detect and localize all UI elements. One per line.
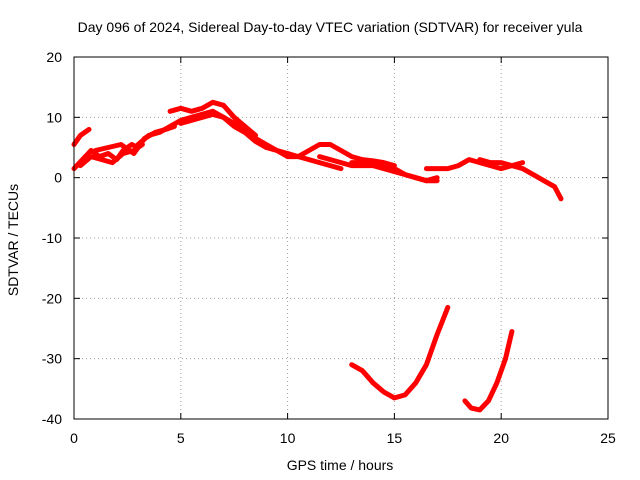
series-prn-h [263,145,344,172]
x-tick-label: 5 [177,430,185,446]
axis-ticks: 0 5 10 15 20 25 -40 -30 -20 -10 0 10 20 [42,49,616,446]
y-tick-label: 20 [46,49,62,65]
x-tick-label: 25 [600,430,616,446]
y-tick-label: 10 [46,109,62,125]
y-tick-label: 0 [54,170,62,186]
x-tick-label: 10 [280,430,296,446]
data-series [71,99,564,413]
y-tick-label: -30 [42,351,62,367]
series-prn-b [71,142,141,172]
y-tick-label: -10 [42,230,62,246]
series-prn-n [349,304,451,401]
series-prn-f [167,99,259,138]
y-tick-label: -20 [42,290,62,306]
series-prn-o [462,329,515,413]
series-prn-l [423,157,526,172]
x-axis-label: GPS time / hours [287,457,394,473]
series-prn-k [349,160,440,184]
x-tick-label: 20 [493,430,509,446]
y-tick-label: -40 [42,411,62,427]
series-prn-m [477,157,564,202]
series-prn-a [71,126,92,147]
x-tick-label: 15 [387,430,403,446]
y-axis-label: SDTVAR / TECUs [5,184,21,296]
x-tick-label: 0 [70,430,78,446]
grid-lines [74,57,608,419]
chart-title: Day 096 of 2024, Sidereal Day-to-day VTE… [78,19,583,35]
